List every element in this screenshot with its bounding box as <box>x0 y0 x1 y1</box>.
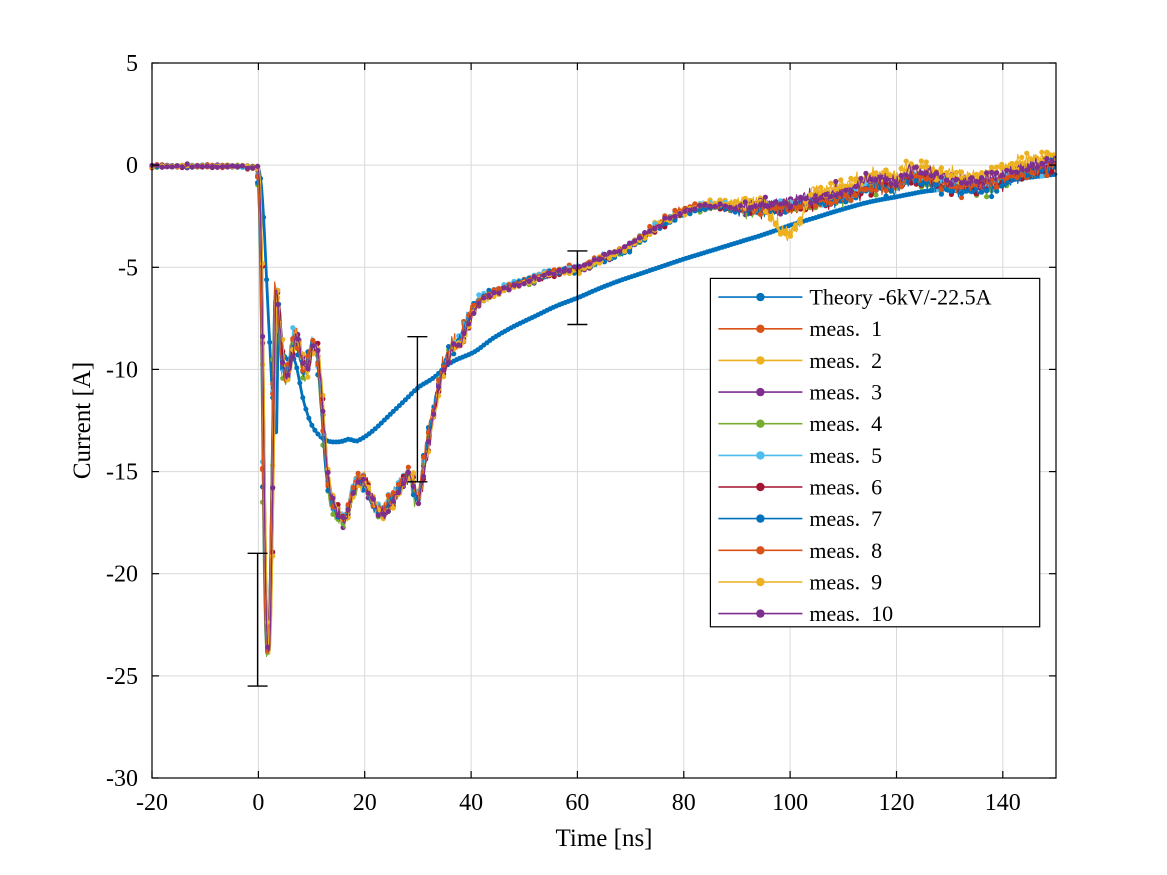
svg-text:meas. 4: meas. 4 <box>809 411 882 436</box>
svg-text:meas. 2: meas. 2 <box>809 348 882 373</box>
svg-text:meas. 5: meas. 5 <box>809 443 882 468</box>
svg-text:100: 100 <box>772 790 808 816</box>
svg-text:meas. 6: meas. 6 <box>809 475 882 500</box>
svg-text:meas. 3: meas. 3 <box>809 380 882 405</box>
svg-text:0: 0 <box>126 153 138 179</box>
svg-text:40: 40 <box>459 790 483 816</box>
svg-text:60: 60 <box>565 790 589 816</box>
svg-text:0: 0 <box>252 790 264 816</box>
svg-text:-25: -25 <box>106 664 138 690</box>
svg-text:Current [A]: Current [A] <box>69 362 96 479</box>
svg-text:-20: -20 <box>106 562 138 588</box>
svg-text:80: 80 <box>672 790 696 816</box>
svg-text:Theory -6kV/-22.5A: Theory -6kV/-22.5A <box>809 285 991 310</box>
svg-text:140: 140 <box>985 790 1021 816</box>
svg-text:meas. 8: meas. 8 <box>809 538 882 563</box>
svg-text:meas. 7: meas. 7 <box>809 506 882 531</box>
svg-text:-30: -30 <box>106 766 138 792</box>
svg-text:120: 120 <box>879 790 915 816</box>
svg-text:meas. 1: meas. 1 <box>809 316 882 341</box>
svg-text:5: 5 <box>126 51 138 77</box>
svg-text:-20: -20 <box>136 790 168 816</box>
svg-text:meas. 10: meas. 10 <box>809 601 893 626</box>
svg-text:meas. 9: meas. 9 <box>809 570 882 595</box>
svg-text:-5: -5 <box>118 255 138 281</box>
svg-text:Time [ns]: Time [ns] <box>555 825 652 852</box>
svg-text:-10: -10 <box>106 357 138 383</box>
svg-text:-15: -15 <box>106 460 138 486</box>
svg-text:20: 20 <box>353 790 377 816</box>
